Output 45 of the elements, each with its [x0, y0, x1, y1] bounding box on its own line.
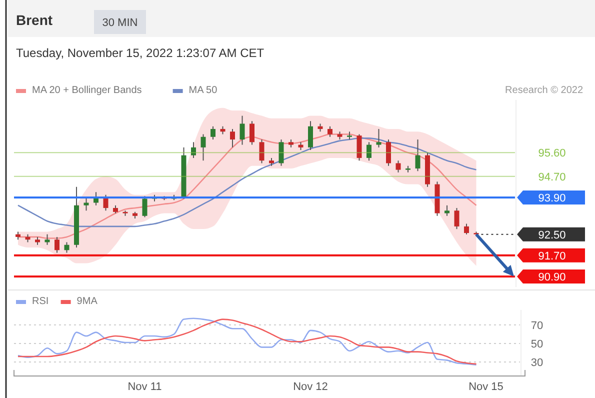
candlestick: [191, 142, 196, 158]
candlestick: [240, 115, 245, 146]
candlestick: [396, 160, 401, 173]
x-tick-label: Nov 11: [128, 381, 162, 393]
candlestick: [259, 139, 264, 164]
y-tick-label: 70: [530, 320, 544, 332]
candlestick: [464, 223, 469, 235]
candlestick: [103, 194, 108, 212]
candlestick: [64, 242, 70, 254]
text: 30 MIN: [102, 17, 138, 29]
candlestick: [376, 128, 382, 148]
chart-subtitle: Tuesday, November 15, 2022 1:23:07 AM CET: [16, 46, 265, 60]
y-tick-label: 94.70: [538, 171, 566, 184]
candlestick: [366, 142, 372, 162]
candlestick: [356, 134, 362, 162]
candlestick: [250, 120, 254, 146]
y-tick-label: 30: [530, 357, 544, 370]
y-tick-label: 50: [530, 338, 544, 350]
x-tick-label: Nov 15: [468, 381, 504, 393]
chart-title: Brent: [16, 12, 53, 28]
candlestick: [454, 207, 460, 230]
text: Research © 2022: [505, 85, 584, 96]
candlestick: [210, 126, 216, 140]
legend-label: MA 20 + Bollinger Bands: [32, 85, 142, 96]
candlestick: [308, 120, 313, 151]
candlestick: [444, 204, 450, 216]
candlestick: [142, 196, 148, 218]
candlestick: [328, 126, 332, 138]
candlestick: [230, 128, 235, 148]
y-tick-label: 95.60: [538, 148, 566, 160]
y-tick-label: 90.90: [538, 271, 566, 284]
candlestick: [84, 196, 89, 212]
candlestick: [278, 139, 284, 166]
x-tick-label: Nov 12: [293, 381, 328, 393]
candlestick: [44, 234, 50, 246]
y-tick-label: 93.90: [538, 192, 566, 204]
legend-label: RSI: [32, 296, 49, 307]
legend-label: MA 50: [188, 85, 218, 96]
candlestick: [54, 236, 60, 254]
candlestick: [415, 139, 420, 172]
candlestick: [200, 134, 206, 162]
y-tick-label: 91.70: [538, 250, 566, 262]
candlestick: [386, 139, 391, 166]
y-tick-label: 92.50: [538, 229, 566, 242]
legend-label: 9MA: [76, 296, 98, 307]
